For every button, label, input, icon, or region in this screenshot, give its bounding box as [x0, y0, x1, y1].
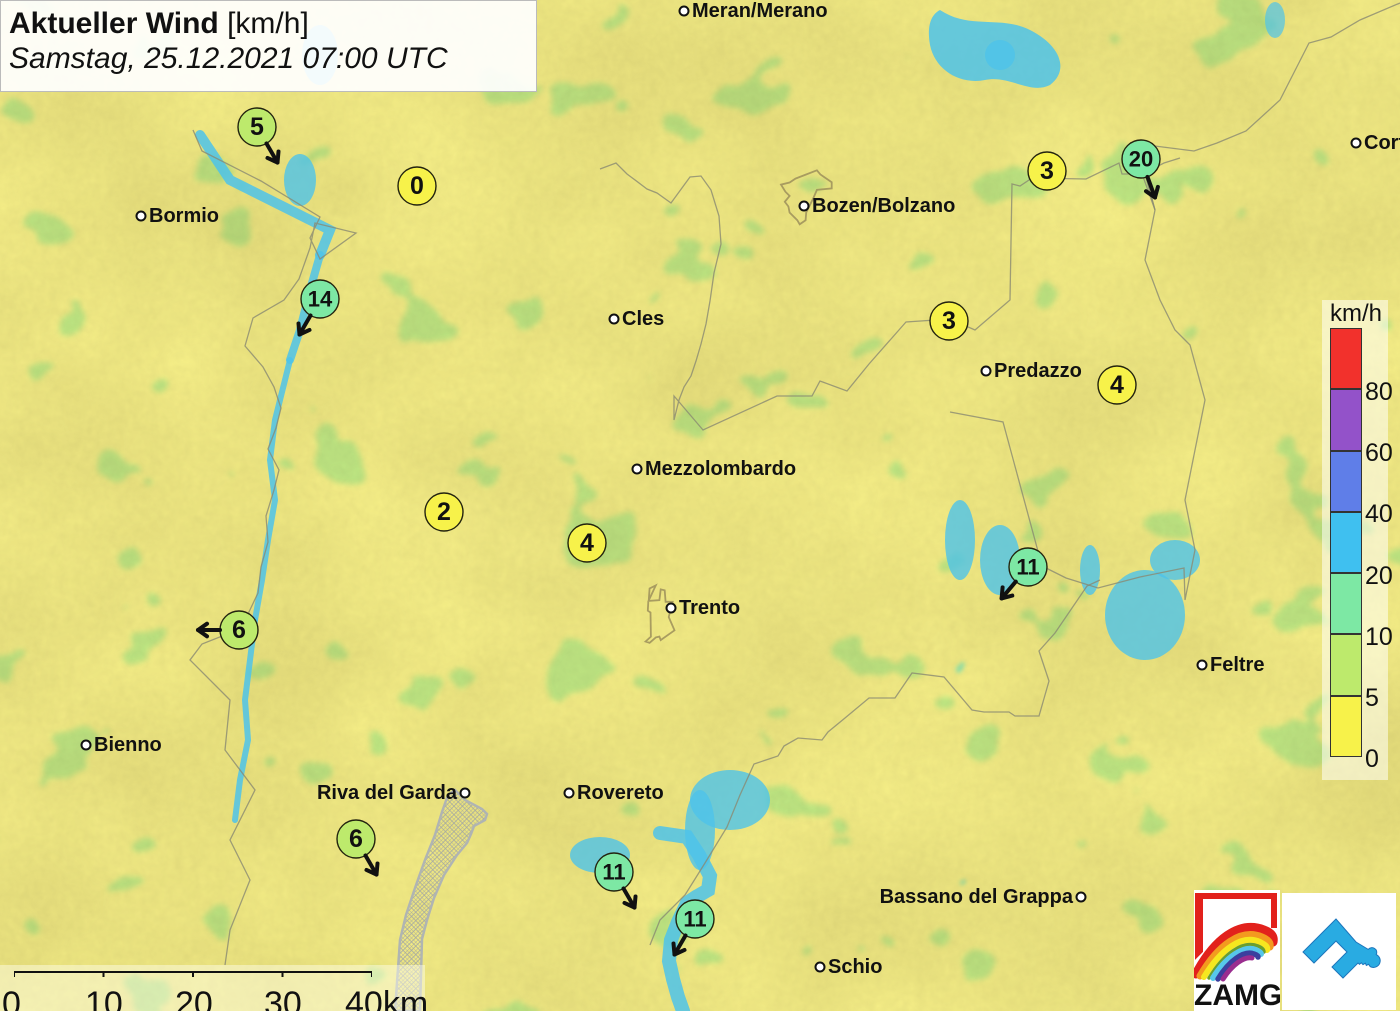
svg-text:2: 2 [437, 498, 451, 526]
svg-text:Trento: Trento [679, 597, 740, 619]
svg-text:Riva del Garda: Riva del Garda [317, 782, 458, 804]
svg-text:3: 3 [1040, 157, 1054, 185]
svg-text:Predazzo: Predazzo [994, 360, 1082, 382]
svg-text:4: 4 [1110, 371, 1124, 399]
svg-text:11: 11 [683, 907, 706, 932]
svg-text:3: 3 [942, 307, 956, 335]
svg-text:6: 6 [232, 616, 246, 644]
svg-text:Cortina: Cortina [1364, 132, 1400, 154]
svg-text:4: 4 [580, 529, 594, 557]
svg-text:6: 6 [349, 825, 363, 853]
svg-text:ZAMG: ZAMG [1194, 979, 1280, 1011]
svg-text:Bienno: Bienno [94, 734, 162, 756]
svg-text:Schio: Schio [828, 956, 882, 978]
svg-text:Bozen/Bolzano: Bozen/Bolzano [812, 195, 955, 217]
svg-text:Cles: Cles [622, 308, 664, 330]
svg-text:11: 11 [602, 860, 625, 885]
svg-text:11: 11 [1016, 555, 1039, 580]
svg-text:Rovereto: Rovereto [577, 782, 664, 804]
svg-text:Feltre: Feltre [1210, 654, 1264, 676]
svg-text:Bassano del Grappa: Bassano del Grappa [880, 886, 1074, 908]
svg-text:14: 14 [308, 287, 333, 312]
svg-text:0: 0 [410, 172, 424, 200]
svg-text:Meran/Merano: Meran/Merano [692, 0, 828, 22]
svg-text:Bormio: Bormio [149, 205, 219, 227]
svg-text:Mezzolombardo: Mezzolombardo [645, 458, 796, 480]
svg-text:20: 20 [1129, 147, 1153, 172]
svg-text:5: 5 [250, 113, 264, 141]
